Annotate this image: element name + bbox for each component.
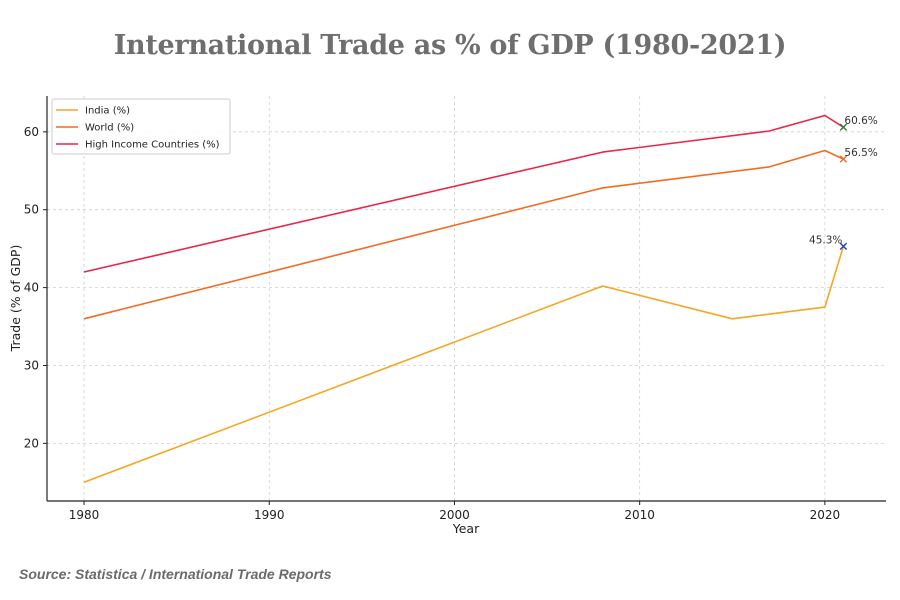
y-axis-title: Trade (% of GDP) (8, 245, 23, 353)
y-tick-label: 20 (24, 436, 39, 450)
annotation-markers (839, 123, 848, 251)
x-tick-label: 2010 (624, 508, 655, 522)
x-tick-label: 2000 (439, 508, 470, 522)
x-tick-label: 1990 (254, 508, 285, 522)
x-tick-label: 2020 (810, 508, 841, 522)
legend-label: High Income Countries (%) (85, 140, 220, 151)
y-tick-label: 40 (24, 281, 39, 295)
series-line-0 (83, 246, 845, 484)
endpoint-marker (839, 123, 848, 131)
chart-axes (46, 96, 886, 502)
legend-box (51, 98, 231, 155)
endpoint-marker (839, 155, 848, 163)
y-tick-label: 60 (24, 125, 39, 139)
legend-label: World (%) (85, 123, 134, 134)
legend-label: India (%) (85, 106, 130, 117)
x-axis-title: Year (452, 521, 480, 536)
grid-lines (47, 96, 886, 501)
x-tick-label: 1980 (69, 508, 100, 522)
endpoint-label: 56.5% (844, 147, 877, 159)
page-title: International Trade as % of GDP (1980-20… (113, 30, 787, 61)
annotation-labels: 45.3% 56.5% 60.6% (809, 115, 878, 246)
y-tick-label: 30 (24, 358, 39, 372)
series-line-2 (83, 114, 844, 273)
y-tick-label: 50 (24, 203, 39, 217)
chart-legend: India (%) World (%) High Income Countries … (51, 98, 231, 155)
series-line-1 (83, 149, 844, 320)
endpoint-label: 45.3% (809, 234, 842, 246)
endpoint-label: 60.6% (844, 115, 877, 127)
series-lines (83, 114, 845, 484)
source-note: Source: Statistica / International Trade… (19, 566, 332, 582)
endpoint-marker (839, 242, 848, 251)
